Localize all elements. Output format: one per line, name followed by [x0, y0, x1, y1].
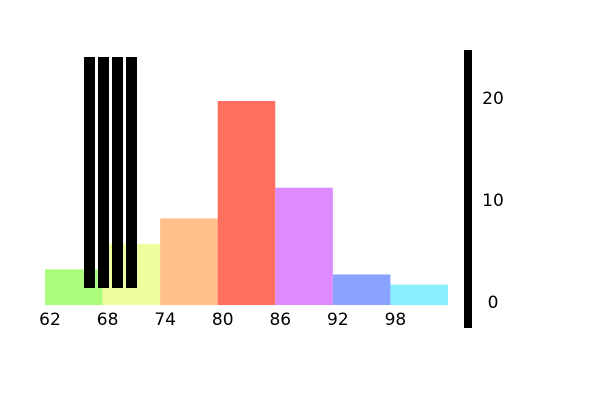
bar	[217, 101, 276, 306]
bar	[275, 187, 333, 306]
x-tick-label: 68	[97, 310, 119, 330]
overlay-stripes	[84, 57, 137, 288]
stripe	[126, 57, 137, 288]
bar	[160, 218, 218, 306]
x-tick-label: 74	[154, 310, 176, 330]
x-tick-label: 80	[212, 310, 234, 330]
stripe	[84, 57, 95, 288]
y-tick-label: 10	[482, 191, 504, 211]
y-tick-label: 0	[488, 293, 499, 313]
bar	[390, 284, 448, 306]
plot-area	[45, 101, 448, 306]
x-tick-label: 62	[39, 310, 61, 330]
x-tick-label: 98	[385, 310, 407, 330]
x-tick-label: 92	[327, 310, 349, 330]
stripe	[112, 57, 123, 288]
y-tick-label: 20	[482, 89, 504, 109]
x-tick-label: 86	[269, 310, 291, 330]
stripe	[98, 57, 109, 288]
bar	[332, 274, 391, 306]
y-axis-line	[464, 50, 472, 328]
